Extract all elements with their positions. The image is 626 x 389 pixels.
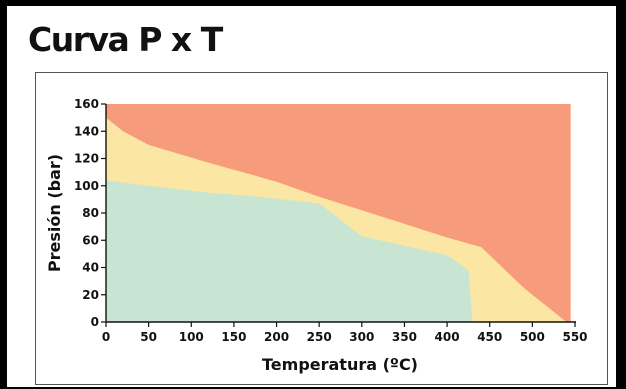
y-tick-label: 60 bbox=[82, 233, 99, 247]
y-tick-label: 0 bbox=[91, 315, 99, 329]
x-tick-label: 0 bbox=[102, 330, 110, 344]
x-tick-label: 350 bbox=[392, 330, 417, 344]
x-axis-label: Temperatura (ºC) bbox=[262, 355, 418, 374]
chart-panel: 0 50 100 150 200 250 300 350 400 450 500 550 0 20 40 6… bbox=[35, 72, 608, 385]
y-tick-label: 140 bbox=[74, 124, 99, 138]
y-axis-ticks: 0 20 40 60 80 100 120 140 160 bbox=[74, 97, 106, 329]
y-tick-label: 20 bbox=[82, 288, 99, 302]
x-tick-label: 450 bbox=[477, 330, 502, 344]
x-tick-label: 550 bbox=[562, 330, 587, 344]
y-tick-label: 120 bbox=[74, 152, 99, 166]
x-tick-label: 100 bbox=[179, 330, 204, 344]
y-tick-label: 40 bbox=[82, 261, 99, 275]
x-tick-label: 50 bbox=[140, 330, 157, 344]
y-tick-label: 80 bbox=[82, 206, 99, 220]
y-tick-label: 160 bbox=[74, 97, 99, 111]
chart-regions bbox=[106, 104, 571, 322]
x-tick-label: 150 bbox=[221, 330, 246, 344]
x-axis-ticks: 0 50 100 150 200 250 300 350 400 450 500 550 bbox=[102, 322, 588, 344]
x-tick-label: 250 bbox=[307, 330, 332, 344]
y-tick-label: 100 bbox=[74, 179, 99, 193]
region-green bbox=[106, 180, 473, 322]
x-tick-label: 400 bbox=[435, 330, 460, 344]
x-tick-label: 300 bbox=[349, 330, 374, 344]
chart-svg: 0 50 100 150 200 250 300 350 400 450 500 550 0 20 40 6… bbox=[45, 97, 588, 374]
x-tick-label: 200 bbox=[264, 330, 289, 344]
chart-title: Curva P x T bbox=[28, 20, 223, 59]
y-axis-label: Presión (bar) bbox=[45, 154, 64, 272]
x-tick-label: 500 bbox=[520, 330, 545, 344]
